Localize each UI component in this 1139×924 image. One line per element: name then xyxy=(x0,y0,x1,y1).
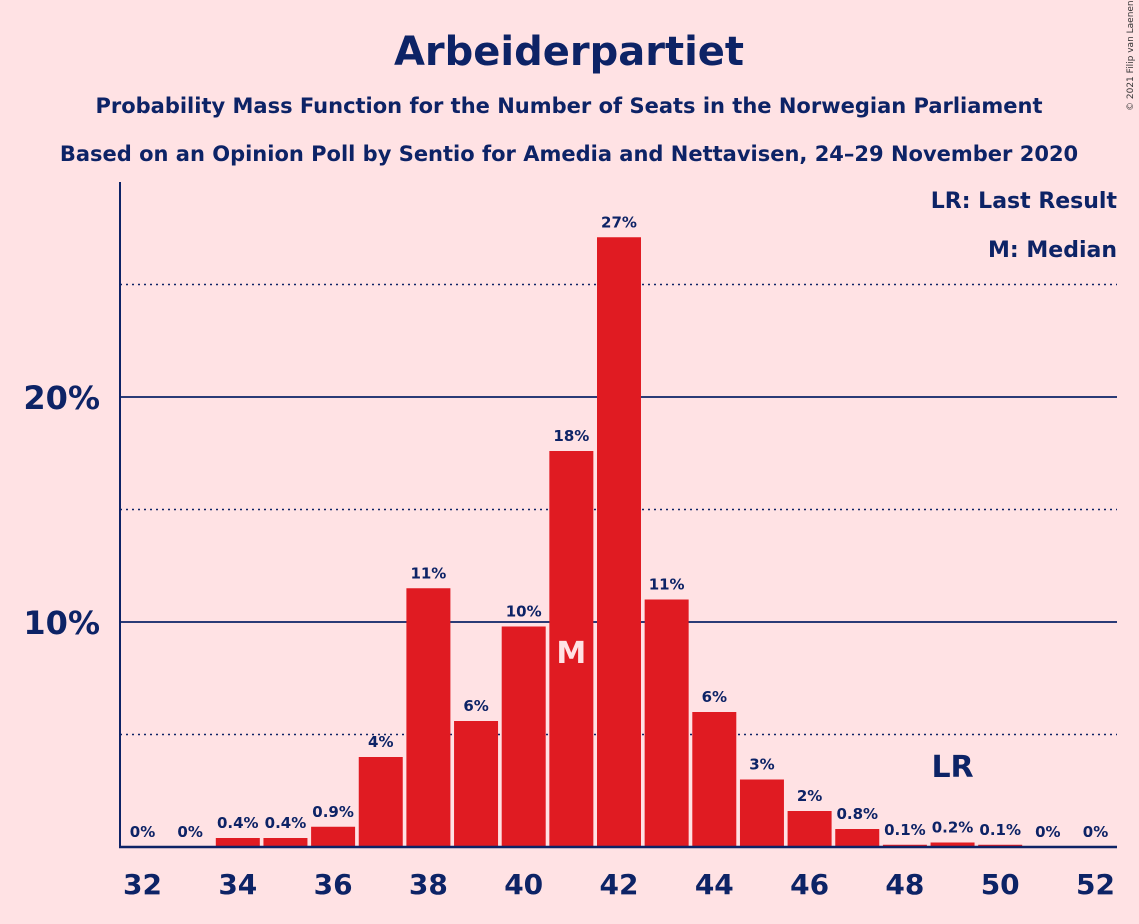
data-label-seats-33: 0% xyxy=(177,823,202,841)
data-label-seats-47: 0.8% xyxy=(836,805,878,823)
data-label-seats-36: 0.9% xyxy=(312,803,354,821)
chart-subtitle-method: Probability Mass Function for the Number… xyxy=(95,94,1042,118)
bar-seats-41 xyxy=(549,451,594,847)
legend-median: M: Median xyxy=(988,238,1117,263)
bar-seats-45 xyxy=(739,779,784,847)
x-tick-label: 46 xyxy=(790,868,829,901)
bars-group xyxy=(215,237,1023,847)
x-tick-label: 48 xyxy=(885,868,924,901)
data-label-seats-34: 0.4% xyxy=(217,814,259,832)
data-label-seats-45: 3% xyxy=(749,756,774,774)
data-label-seats-42: 27% xyxy=(601,213,637,231)
data-label-seats-46: 2% xyxy=(797,787,822,805)
bar-seats-47 xyxy=(835,829,880,847)
x-tick-label: 40 xyxy=(504,868,543,901)
x-tick-label: 50 xyxy=(981,868,1020,901)
data-label-seats-44: 6% xyxy=(702,688,727,706)
data-label-seats-49: 0.2% xyxy=(932,819,974,837)
y-tick-label: 20% xyxy=(23,379,100,417)
copyright-notice: © 2021 Filip van Laenen xyxy=(1126,0,1136,111)
bar-seats-34 xyxy=(215,838,260,847)
data-label-seats-51: 0% xyxy=(1035,823,1060,841)
data-label-seats-50: 0.1% xyxy=(979,821,1021,839)
data-label-seats-38: 11% xyxy=(410,564,446,582)
chart-subtitle-source: Based on an Opinion Poll by Sentio for A… xyxy=(60,142,1078,166)
legend-last-result: LR: Last Result xyxy=(931,189,1118,214)
median-marker: M xyxy=(556,636,586,671)
data-label-seats-35: 0.4% xyxy=(265,814,307,832)
bar-seats-37 xyxy=(358,757,403,847)
x-tick-label: 32 xyxy=(123,868,162,901)
bar-seats-35 xyxy=(263,838,308,847)
bar-seats-43 xyxy=(644,599,689,847)
data-labels-group: 0% 0% 0.4% 0.4% 0.9% 4% 11% 6% 10% 18% 27% 11% 6% 3% 2… xyxy=(130,213,1108,841)
y-tick-label: 10% xyxy=(23,604,100,642)
x-tick-label: 44 xyxy=(695,868,734,901)
bar-seats-36 xyxy=(311,826,356,847)
axes-group: 10% 20% 32 34 36 38 40 42 44 46 48 50 52 xyxy=(23,182,1117,901)
x-tick-label: 42 xyxy=(600,868,639,901)
bar-seats-42 xyxy=(597,237,641,847)
data-label-seats-52: 0% xyxy=(1083,823,1108,841)
bar-seats-40 xyxy=(501,626,546,847)
bar-seats-39 xyxy=(454,721,499,847)
data-label-seats-39: 6% xyxy=(463,697,488,715)
data-label-seats-48: 0.1% xyxy=(884,821,926,839)
data-label-seats-41: 18% xyxy=(553,427,589,445)
bar-seats-49 xyxy=(930,842,975,847)
bar-seats-44 xyxy=(692,712,737,847)
data-label-seats-43: 11% xyxy=(649,576,685,594)
data-label-seats-40: 10% xyxy=(506,603,542,621)
last-result-marker: LR xyxy=(931,750,973,785)
bar-seats-38 xyxy=(406,588,451,847)
chart-title: Arbeiderpartiet xyxy=(394,29,744,75)
bar-seats-46 xyxy=(787,811,832,847)
x-tick-label: 52 xyxy=(1076,868,1115,901)
data-label-seats-32: 0% xyxy=(130,823,155,841)
x-tick-label: 38 xyxy=(409,868,448,901)
data-label-seats-37: 4% xyxy=(368,733,393,751)
x-tick-label: 34 xyxy=(218,868,257,901)
x-tick-label: 36 xyxy=(314,868,353,901)
